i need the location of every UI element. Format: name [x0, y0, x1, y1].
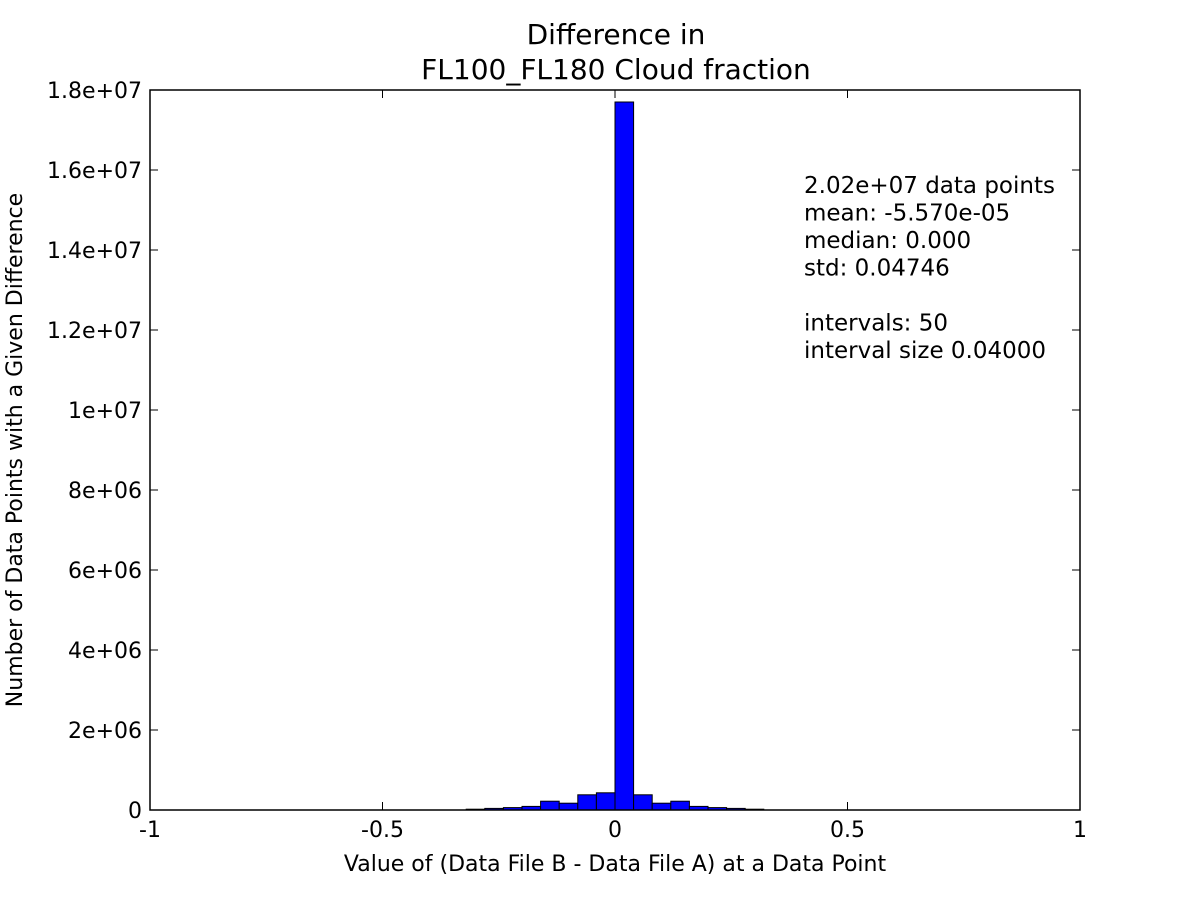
histogram-bar-8	[614, 101, 635, 811]
stat-line: median: 0.000	[804, 228, 971, 254]
x-tick-label: 1	[1073, 818, 1087, 843]
histogram-bar-9	[633, 794, 653, 811]
x-tick-label: -1	[139, 818, 161, 843]
y-axis-label: Number of Data Points with a Given Diffe…	[3, 193, 28, 707]
y-tick-label: 1.8e+07	[47, 79, 142, 104]
stat-line: mean: -5.570e-05	[804, 201, 1010, 227]
histogram-bar-6	[577, 794, 597, 811]
y-tick-label: 1.6e+07	[47, 159, 142, 184]
y-tick-label: 0	[128, 799, 142, 824]
y-tick-label: 1.2e+07	[47, 319, 142, 344]
histogram-bar-10	[651, 802, 672, 811]
stat-line: intervals: 50	[804, 311, 948, 337]
histogram-bars	[465, 101, 765, 811]
y-tick-label: 8e+06	[68, 479, 142, 504]
y-tick-label: 2e+06	[68, 719, 142, 744]
stat-line: std: 0.04746	[804, 256, 950, 282]
x-axis-label: Value of (Data File B - Data File A) at …	[344, 852, 887, 877]
histogram-bar-4	[540, 800, 560, 811]
histogram-bar-5	[558, 802, 579, 811]
x-tick-label: 0.5	[830, 818, 865, 843]
stat-line: interval size 0.04000	[804, 338, 1046, 364]
stat-line: 2.02e+07 data points	[804, 173, 1055, 199]
histogram-bar-11	[670, 800, 690, 811]
x-tick-label: 0	[608, 818, 622, 843]
y-tick-label: 4e+06	[68, 639, 142, 664]
y-tick-label: 1.4e+07	[47, 239, 142, 264]
y-tick-label: 6e+06	[68, 559, 142, 584]
y-tick-label: 1e+07	[68, 399, 142, 424]
chart-title-line1: Difference in	[527, 18, 706, 51]
chart-title-line2: FL100_FL180 Cloud fraction	[421, 53, 811, 86]
plot-frame	[149, 89, 1081, 811]
x-tick-label: -0.5	[361, 818, 404, 843]
axis-ticks: -1 -0.5 0 0.5 1 0 2e+06 4e+06 6e+06 8e+06 1e+07 1.2…	[47, 79, 1087, 843]
histogram-bar-7	[595, 792, 616, 811]
